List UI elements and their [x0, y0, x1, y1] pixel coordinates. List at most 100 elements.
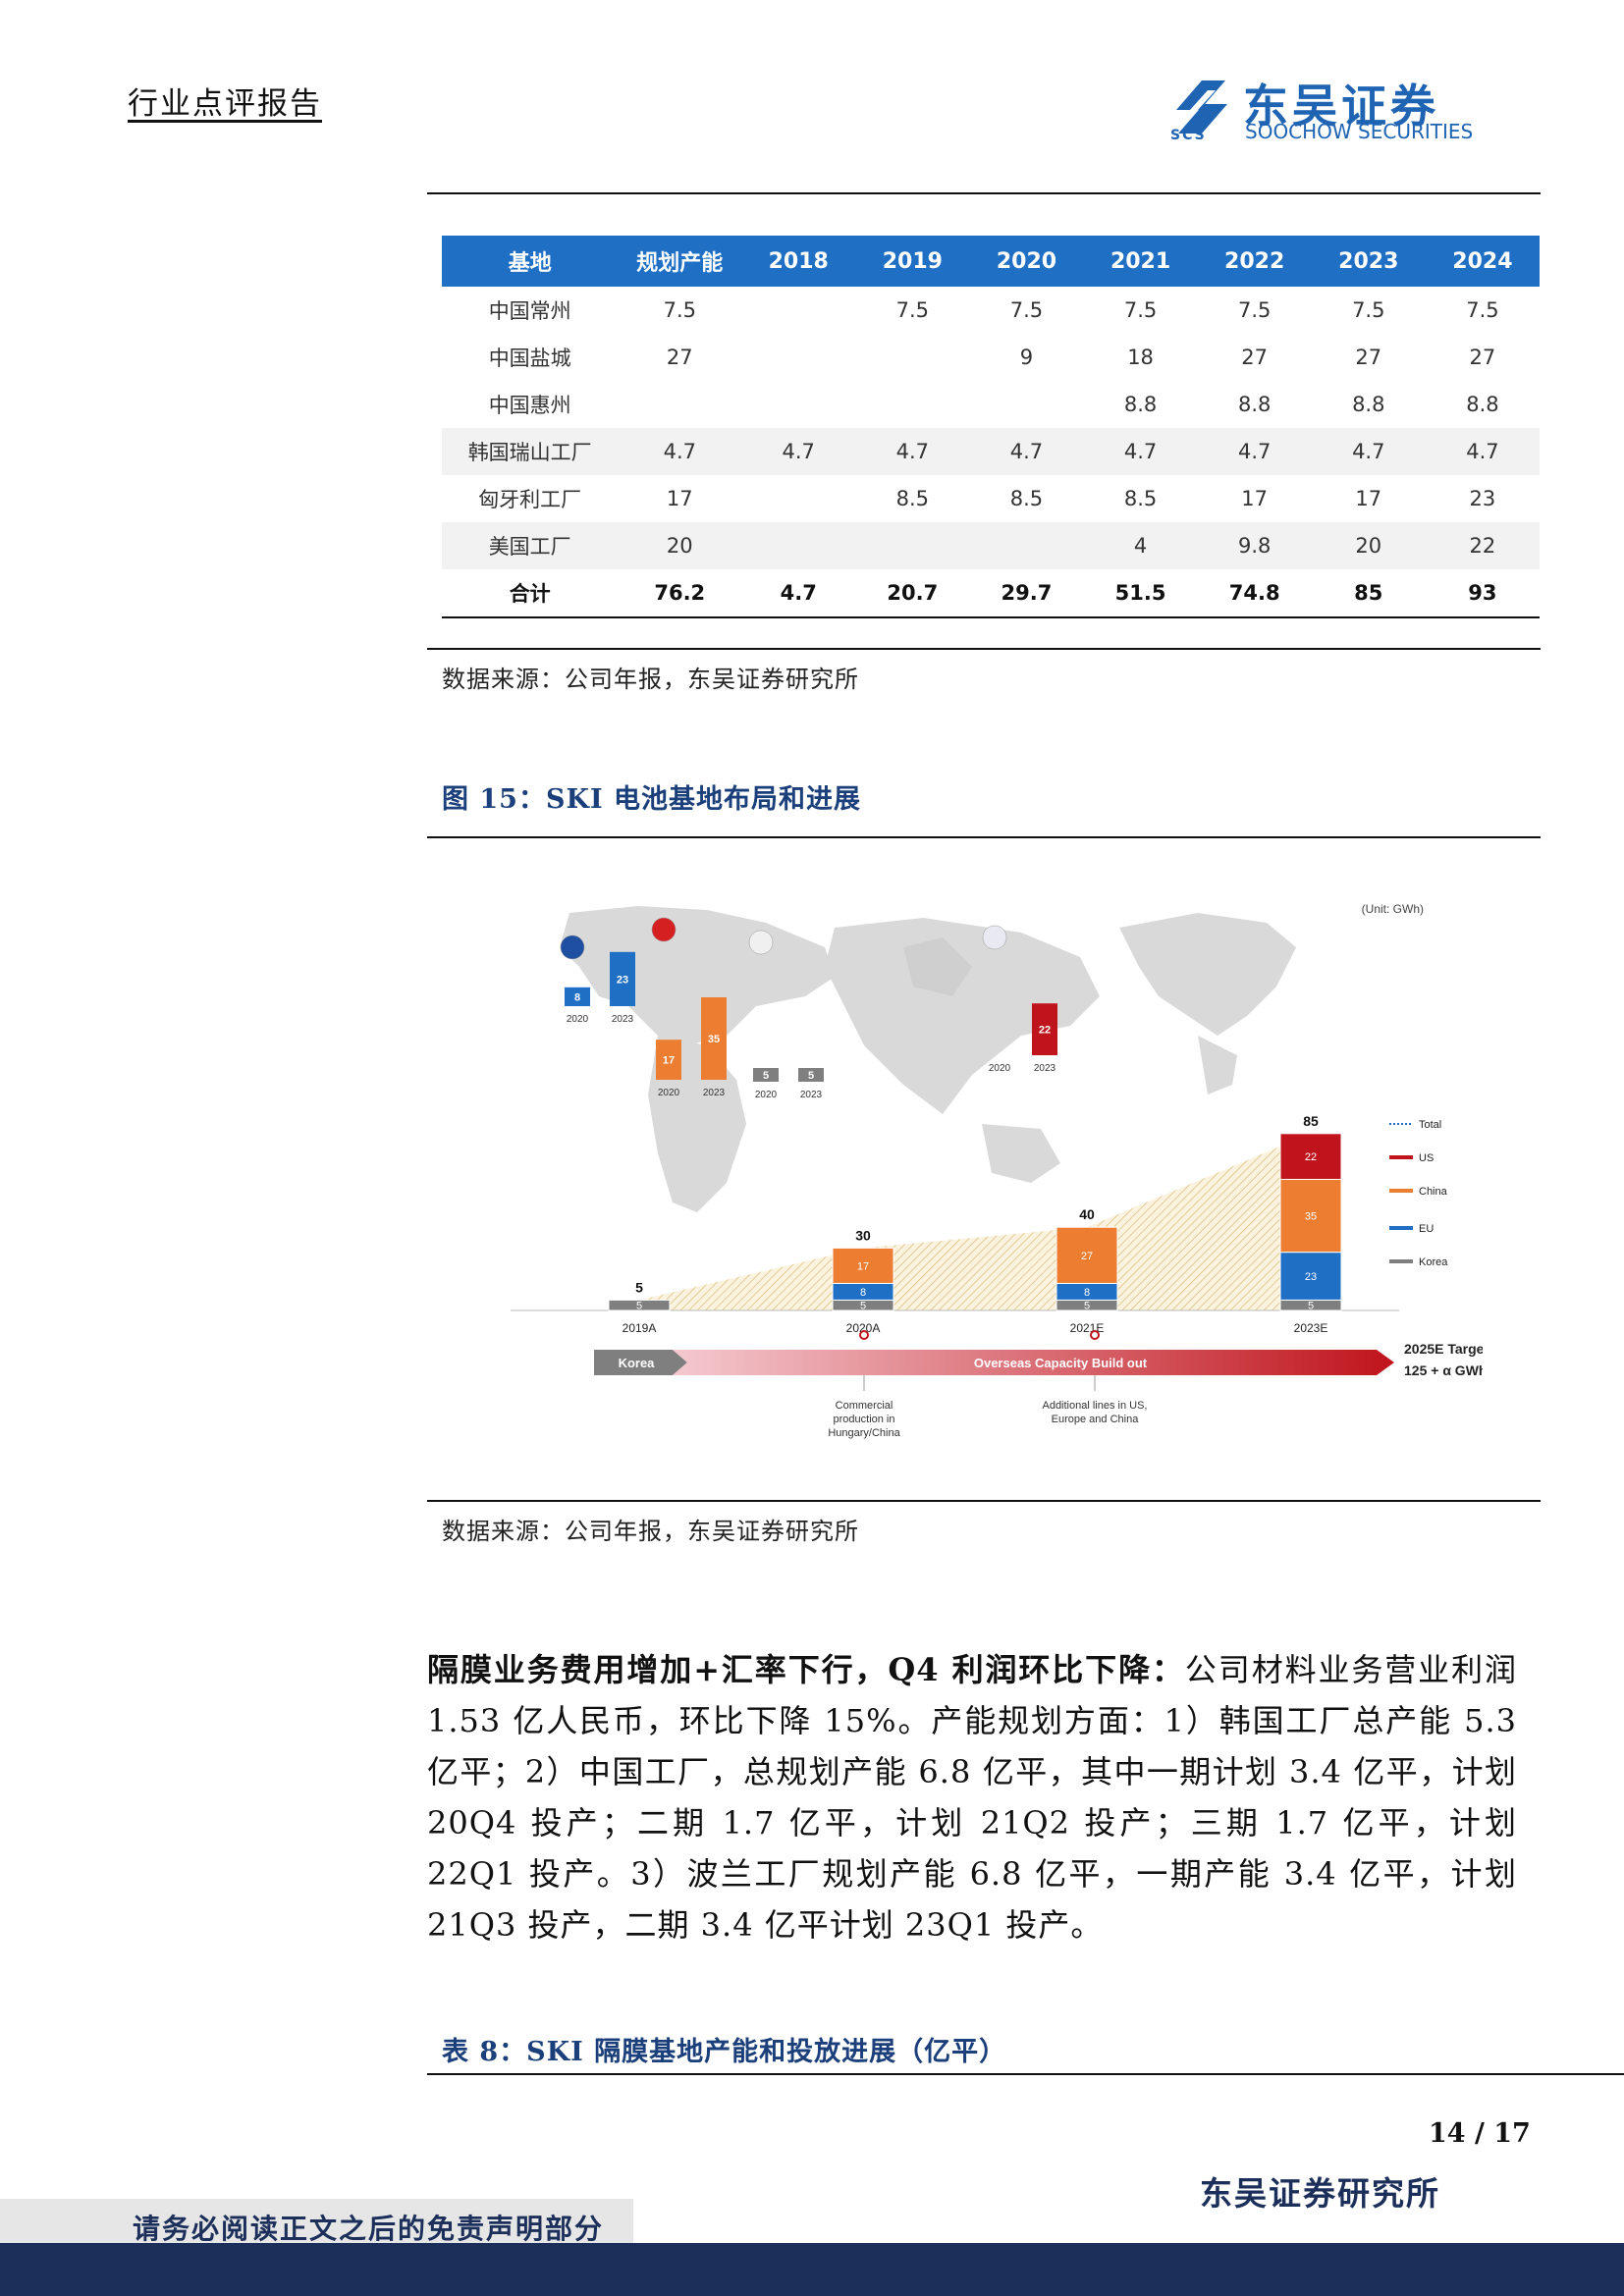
eu-flag-icon: [561, 935, 584, 959]
stacked-bars: 552019A5817302020A5827402021E52335228520…: [511, 1113, 1448, 1335]
table-header-row: 基地 规划产能 2018 2019 2020 2021 2022 2023 2024: [442, 236, 1540, 287]
bar-segment-label: 8: [1084, 1287, 1090, 1299]
footer-bar: [0, 2243, 1624, 2296]
inset-bar-label: 17: [663, 1055, 675, 1067]
table-total-cell: 74.8: [1198, 569, 1312, 617]
timeline-note: production in: [834, 1414, 895, 1425]
legend-swatch: [1389, 1189, 1413, 1193]
table-cell: 8.5: [1084, 475, 1198, 522]
table-cell: 18: [1084, 334, 1198, 381]
table-cell: 8.8: [1198, 381, 1312, 428]
table-bottom-rule: [427, 648, 1541, 650]
table-cell: [741, 287, 855, 334]
legend-label: Total: [1419, 1119, 1441, 1131]
table-cell: 8.8: [1426, 381, 1540, 428]
table-cell: 17: [1198, 475, 1312, 522]
table-total-cell: 76.2: [618, 569, 741, 617]
table-cell: 韩国瑞山工厂: [442, 428, 618, 475]
table-total-cell: 93: [1426, 569, 1540, 617]
table-cell: 中国惠州: [442, 381, 618, 428]
total-label: 40: [1079, 1206, 1095, 1222]
inset-year-label: 2023: [612, 1014, 634, 1025]
table-cell: 4.7: [1426, 428, 1540, 475]
bar-segment-label: 5: [1084, 1301, 1090, 1312]
table-cell: 27: [1198, 334, 1312, 381]
table-cell: 27: [1426, 334, 1540, 381]
table-total-row: 合计 76.2 4.7 20.7 29.7 51.5 74.8 85 93: [442, 569, 1540, 617]
table-source-note: 数据来源：公司年报，东吴证券研究所: [442, 660, 859, 694]
table-header-cell: 2019: [855, 236, 969, 287]
bar-segment-label: 27: [1081, 1251, 1093, 1262]
bar-segment-label: 5: [636, 1301, 642, 1312]
table-cell: 4.7: [1084, 428, 1198, 475]
table-cell: [969, 381, 1083, 428]
bar-segment-label: 5: [860, 1301, 866, 1312]
table-header-cell: 2022: [1198, 236, 1312, 287]
table-cell: 27: [1312, 334, 1426, 381]
table-cell: 7.5: [1084, 287, 1198, 334]
table-cell: 8.8: [1084, 381, 1198, 428]
table8-title: 表 8：SKI 隔膜基地产能和投放进展（亿平）: [442, 2030, 1006, 2068]
table-total-cell: 29.7: [969, 569, 1083, 617]
figure-source-note: 数据来源：公司年报，东吴证券研究所: [442, 1512, 859, 1546]
inset-bar-label: 5: [763, 1070, 769, 1082]
legend-swatch: [1389, 1259, 1413, 1263]
category-label: 2023E: [1294, 1321, 1328, 1335]
disclaimer-text: 请务必阅读正文之后的免责声明部分: [133, 2208, 604, 2247]
timeline-note: Commercial: [836, 1400, 893, 1412]
korea-flag-icon: [749, 931, 773, 954]
bar-segment-label: 8: [860, 1287, 866, 1299]
table-cell: 8.5: [855, 475, 969, 522]
inset-year-label: 2023: [800, 1090, 823, 1100]
table-cell: [855, 334, 969, 381]
table-cell: 7.5: [1426, 287, 1540, 334]
table-cell: 4: [1084, 522, 1198, 569]
bar-segment-label: 35: [1305, 1211, 1317, 1223]
inset-bar-label: 5: [808, 1070, 814, 1082]
figure-top-rule: [427, 836, 1541, 838]
table-cell: 中国盐城: [442, 334, 618, 381]
table-header-cell: 规划产能: [618, 236, 741, 287]
body-paragraph: 隔膜业务费用增加+汇率下行，Q4 利润环比下降：公司材料业务营业利润 1.53 …: [427, 1644, 1517, 1950]
table-cell: 7.5: [1312, 287, 1426, 334]
table-body: 中国常州 7.5 7.5 7.5 7.5 7.5 7.5 7.5 中国盐城 27 9 18 27 27 27…: [442, 287, 1540, 617]
us-flag-icon: [983, 926, 1006, 949]
table-row: 中国惠州 8.8 8.8 8.8 8.8: [442, 381, 1540, 428]
inset-year-label: 2020: [658, 1088, 680, 1098]
china-flag-icon: [652, 918, 676, 941]
page-number: 14 / 17: [1429, 2118, 1531, 2149]
timeline: Korea Overseas Capacity Build out2025E Ta…: [594, 1331, 1483, 1439]
table-cell: 9: [969, 334, 1083, 381]
overseas-phase-label: Overseas Capacity Build out: [974, 1356, 1148, 1370]
table-cell: 美国工厂: [442, 522, 618, 569]
table-cell: 7.5: [969, 287, 1083, 334]
inset-year-label: 2023: [1034, 1063, 1056, 1074]
legend-label: Korea: [1419, 1256, 1448, 1268]
table-cell: 中国常州: [442, 287, 618, 334]
table-cell: 4.7: [618, 428, 741, 475]
legend-label: China: [1419, 1186, 1448, 1198]
inset-bar-label: 23: [617, 974, 628, 986]
unit-label: (Unit: GWh): [1362, 902, 1424, 916]
table-cell: 7.5: [855, 287, 969, 334]
table-cell: [741, 381, 855, 428]
table-row: 匈牙利工厂 17 8.5 8.5 8.5 17 17 23: [442, 475, 1540, 522]
legend-label: EU: [1419, 1223, 1434, 1235]
capacity-table: 基地 规划产能 2018 2019 2020 2021 2022 2023 2024 中国常州 7…: [442, 236, 1540, 618]
table8-rule: [427, 2073, 1624, 2075]
table-cell: [855, 381, 969, 428]
category-label: 2020A: [846, 1321, 881, 1335]
figure-bottom-rule: [427, 1500, 1541, 1502]
table-cell: 匈牙利工厂: [442, 475, 618, 522]
timeline-note: Europe and China: [1052, 1414, 1140, 1425]
table-cell: 4.7: [969, 428, 1083, 475]
chart-svg: (Unit: GWh) 8 2020 23 2023 17 2020 35 2023 5 2020…: [511, 888, 1483, 1472]
table-cell: 7.5: [1198, 287, 1312, 334]
category-label: 2019A: [623, 1321, 657, 1335]
legend-swatch: [1389, 1155, 1413, 1159]
figure-title: 图 15：SKI 电池基地布局和进展: [442, 777, 861, 816]
table-total-cell: 20.7: [855, 569, 969, 617]
target-label: 2025E Target: [1404, 1341, 1483, 1357]
table-cell: 9.8: [1198, 522, 1312, 569]
table-cell: 20: [618, 522, 741, 569]
